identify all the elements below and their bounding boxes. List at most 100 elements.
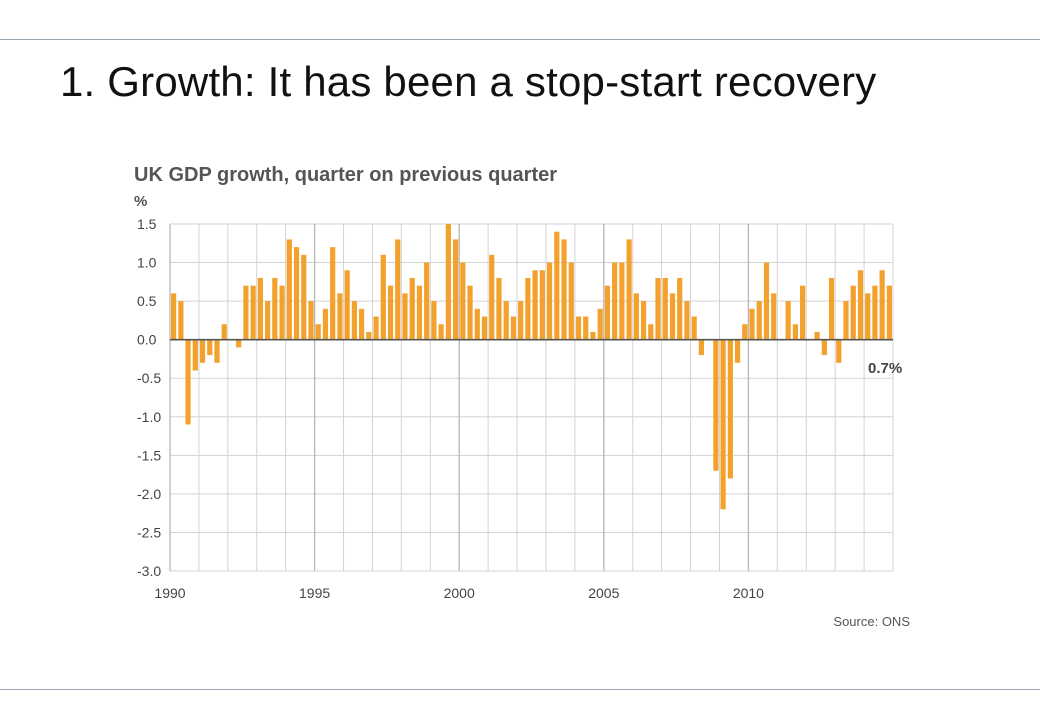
bar	[460, 262, 466, 340]
bar	[452, 239, 459, 340]
bar	[532, 270, 538, 340]
bar	[792, 324, 798, 340]
y-tick-label: -2.5	[137, 524, 161, 540]
bar	[503, 301, 509, 340]
bar	[496, 277, 502, 340]
bar	[698, 339, 705, 356]
bar	[800, 285, 806, 340]
bar	[351, 301, 357, 340]
bar	[669, 293, 676, 340]
bar	[431, 301, 437, 340]
bar	[749, 308, 755, 340]
bar	[337, 293, 343, 340]
bar	[293, 247, 300, 340]
bar	[257, 277, 263, 340]
bar	[691, 316, 697, 340]
bar	[366, 331, 372, 340]
bar	[655, 277, 661, 340]
y-axis-label: %	[134, 193, 147, 210]
chart-title: UK GDP growth, quarter on previous quart…	[134, 164, 557, 186]
bar	[395, 239, 401, 340]
x-tick-labels: 1990 1995 2000 2005 2010	[154, 585, 764, 601]
bar	[554, 231, 560, 340]
bar	[734, 339, 741, 363]
bar	[843, 301, 849, 340]
x-tick-label: 1990	[154, 585, 185, 601]
bar	[171, 293, 177, 340]
bar	[865, 293, 871, 340]
x-tick-label: 1995	[299, 585, 330, 601]
bar	[785, 301, 791, 340]
chart-source: Source: ONS	[833, 614, 910, 629]
bar	[518, 301, 524, 340]
y-tick-labels: 1.5 1.0 0.5 0.0 -0.5 -1.0 -1.5 -2.0 -2.5 -3.0	[137, 216, 161, 579]
bar	[619, 262, 625, 340]
bar	[850, 285, 856, 340]
bottom-rule	[0, 689, 1040, 690]
top-rule	[0, 39, 1040, 40]
bar	[214, 339, 220, 363]
bar	[590, 331, 596, 340]
bar	[192, 339, 198, 371]
y-tick-label: 0.0	[137, 332, 157, 348]
bar	[828, 277, 835, 340]
bar	[662, 277, 668, 340]
y-tick-label: -2.0	[137, 486, 161, 502]
x-tick-label: 2000	[444, 585, 475, 601]
bar	[424, 262, 430, 340]
bar	[301, 254, 307, 340]
bar	[416, 285, 423, 340]
bar	[879, 270, 885, 340]
bar	[474, 308, 480, 340]
bar	[489, 254, 495, 340]
bar	[373, 316, 379, 340]
bar	[525, 277, 531, 340]
gdp-bar-chart: UK GDP growth, quarter on previous quart…	[134, 164, 910, 629]
y-tick-label: 1.0	[137, 255, 157, 271]
bar	[597, 308, 603, 340]
bar	[286, 239, 292, 340]
bar	[814, 331, 820, 340]
bar	[438, 324, 444, 340]
bar	[836, 339, 842, 363]
bar	[821, 339, 827, 356]
bar	[561, 239, 567, 340]
y-tick-label: -1.0	[137, 409, 161, 425]
bar	[467, 285, 473, 340]
bar	[178, 301, 184, 340]
bar	[626, 239, 632, 340]
bar	[322, 308, 329, 340]
bar	[236, 339, 242, 348]
bar	[684, 301, 690, 340]
bar	[380, 254, 386, 340]
bar	[409, 277, 415, 340]
bar	[510, 316, 517, 340]
x-tick-label: 2010	[733, 585, 764, 601]
bar	[568, 262, 574, 340]
bar	[886, 285, 892, 340]
bar	[315, 324, 321, 340]
bar	[402, 293, 408, 340]
bar	[265, 301, 271, 340]
bar	[308, 301, 314, 340]
bar	[727, 339, 733, 479]
bar	[604, 285, 611, 340]
bar	[756, 301, 762, 340]
bar	[872, 285, 878, 340]
y-tick-label: 0.5	[137, 293, 157, 309]
y-tick-label: -3.0	[137, 563, 161, 579]
bar	[857, 270, 864, 340]
grid-lines	[169, 223, 894, 572]
y-tick-label: -1.5	[137, 447, 161, 463]
bar	[763, 262, 770, 340]
bar	[720, 339, 726, 510]
bar	[640, 301, 647, 340]
bar	[575, 316, 582, 340]
bar	[185, 339, 191, 425]
bar	[742, 324, 748, 340]
slide-title: 1. Growth: It has been a stop-start reco…	[60, 58, 877, 105]
bar	[771, 293, 777, 340]
bar	[279, 285, 285, 340]
bar	[250, 285, 256, 340]
bar	[387, 285, 394, 340]
